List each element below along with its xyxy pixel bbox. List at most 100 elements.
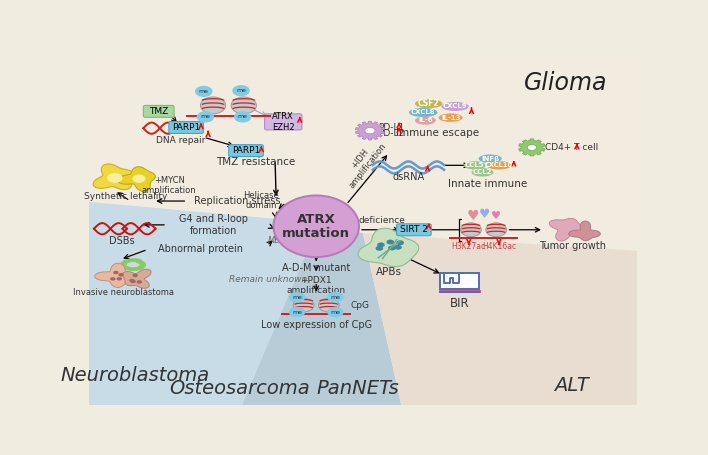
- Ellipse shape: [415, 116, 436, 125]
- Text: ♥: ♥: [479, 207, 490, 221]
- Text: H3K27ac: H3K27ac: [452, 242, 486, 251]
- Polygon shape: [355, 121, 384, 140]
- Text: me: me: [331, 294, 341, 299]
- FancyBboxPatch shape: [143, 106, 174, 117]
- Text: dsRNA: dsRNA: [392, 172, 425, 182]
- Text: +PDX1
amplification: +PDX1 amplification: [287, 276, 346, 295]
- Circle shape: [195, 86, 212, 97]
- Circle shape: [197, 111, 214, 122]
- Text: CXCL8: CXCL8: [411, 109, 435, 116]
- Text: PanNETs: PanNETs: [316, 379, 399, 398]
- Circle shape: [107, 173, 122, 183]
- FancyBboxPatch shape: [396, 224, 431, 236]
- FancyBboxPatch shape: [169, 121, 203, 133]
- Ellipse shape: [293, 298, 314, 312]
- Circle shape: [132, 274, 138, 277]
- Text: Remain unknown: Remain unknown: [229, 275, 307, 284]
- Text: Abnormal protein: Abnormal protein: [159, 244, 244, 254]
- Text: SIRT 2: SIRT 2: [400, 225, 428, 234]
- Polygon shape: [363, 233, 637, 405]
- Circle shape: [377, 243, 385, 248]
- Ellipse shape: [472, 168, 493, 177]
- Ellipse shape: [486, 161, 512, 170]
- Circle shape: [117, 277, 122, 281]
- Text: CCL5: CCL5: [465, 162, 484, 168]
- Polygon shape: [358, 228, 418, 267]
- Ellipse shape: [438, 113, 463, 122]
- Circle shape: [113, 271, 119, 274]
- Circle shape: [130, 280, 136, 283]
- Text: ♥: ♥: [467, 209, 479, 223]
- Polygon shape: [519, 139, 545, 156]
- Text: CD4+ T cell: CD4+ T cell: [545, 143, 598, 152]
- Text: CXCL10: CXCL10: [485, 162, 513, 168]
- Text: PARP1: PARP1: [232, 146, 260, 155]
- Circle shape: [110, 277, 115, 281]
- Text: Innate immune: Innate immune: [448, 179, 527, 189]
- Polygon shape: [88, 202, 319, 405]
- Text: +MYCN
amplification: +MYCN amplification: [142, 176, 197, 196]
- Text: mutation: mutation: [282, 228, 350, 241]
- Text: Low expression of CpG: Low expression of CpG: [261, 320, 372, 330]
- Ellipse shape: [441, 102, 469, 111]
- Text: H4K16ac: H4K16ac: [482, 242, 516, 251]
- Polygon shape: [93, 164, 133, 190]
- Text: ALT: ALT: [554, 376, 589, 395]
- Ellipse shape: [232, 97, 256, 114]
- Text: G4 and R-loop
formation: G4 and R-loop formation: [179, 214, 248, 236]
- Ellipse shape: [486, 223, 506, 237]
- Circle shape: [132, 174, 146, 183]
- Circle shape: [396, 240, 404, 245]
- Text: Invasive neuroblastoma: Invasive neuroblastoma: [73, 288, 174, 297]
- Circle shape: [289, 307, 305, 318]
- Text: ATRX
EZH2: ATRX EZH2: [272, 112, 295, 131]
- Text: DNA repair: DNA repair: [156, 136, 205, 145]
- Ellipse shape: [479, 154, 502, 163]
- Ellipse shape: [200, 97, 226, 114]
- Text: CpG: CpG: [350, 301, 370, 310]
- FancyBboxPatch shape: [265, 114, 302, 130]
- Polygon shape: [549, 218, 586, 241]
- Text: +IDH
amplification: +IDH amplification: [340, 135, 389, 190]
- Circle shape: [118, 273, 124, 277]
- Text: Replication stress: Replication stress: [195, 196, 281, 206]
- Text: CCL2: CCL2: [473, 169, 492, 175]
- Circle shape: [527, 145, 537, 151]
- Text: me: me: [292, 295, 302, 300]
- Text: Glioma: Glioma: [524, 71, 607, 95]
- Text: PD-L2: PD-L2: [378, 129, 404, 138]
- Circle shape: [388, 246, 396, 250]
- FancyBboxPatch shape: [229, 145, 263, 157]
- Text: IL-6: IL-6: [418, 117, 433, 123]
- Polygon shape: [242, 223, 401, 405]
- Circle shape: [137, 280, 142, 284]
- Circle shape: [387, 240, 394, 244]
- Circle shape: [130, 279, 135, 282]
- Circle shape: [365, 127, 375, 134]
- Bar: [440, 273, 479, 289]
- Ellipse shape: [461, 223, 481, 237]
- Text: INFβ: INFβ: [481, 156, 499, 162]
- Circle shape: [289, 292, 305, 303]
- Text: me: me: [199, 89, 209, 94]
- Text: deficience: deficience: [359, 216, 406, 224]
- Circle shape: [234, 111, 251, 122]
- Text: me: me: [200, 115, 210, 120]
- Text: Neuroblastoma: Neuroblastoma: [60, 366, 210, 384]
- Text: TMZ: TMZ: [149, 107, 169, 116]
- Ellipse shape: [409, 108, 438, 117]
- Text: Tumor growth: Tumor growth: [539, 241, 606, 251]
- Text: Osteosarcoma: Osteosarcoma: [169, 379, 310, 398]
- Text: me: me: [236, 88, 246, 93]
- Polygon shape: [122, 269, 152, 288]
- Text: A-D-M mutant: A-D-M mutant: [282, 263, 350, 273]
- Text: ATRX: ATRX: [297, 213, 336, 227]
- Text: me: me: [238, 115, 248, 120]
- Text: PARP1: PARP1: [172, 123, 200, 132]
- Text: ♥: ♥: [491, 212, 501, 222]
- Text: Synthetic lethality: Synthetic lethality: [84, 192, 168, 201]
- Circle shape: [327, 292, 343, 302]
- Text: CSF2: CSF2: [418, 99, 440, 108]
- Text: PD-L1: PD-L1: [378, 123, 404, 132]
- Polygon shape: [88, 55, 637, 237]
